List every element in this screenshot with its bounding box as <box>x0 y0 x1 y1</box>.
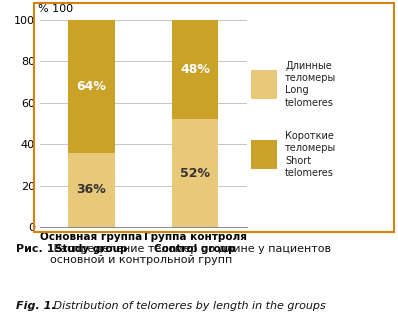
Bar <box>251 140 277 169</box>
Bar <box>172 20 218 120</box>
Text: % 100: % 100 <box>38 4 73 14</box>
Bar <box>68 20 115 153</box>
Bar <box>251 70 277 99</box>
Text: 52%: 52% <box>180 167 210 180</box>
Text: Распределение теломер по длине у пациентов
основной и контрольной групп: Распределение теломер по длине у пациент… <box>50 244 331 266</box>
Text: Рис. 1.: Рис. 1. <box>16 244 59 254</box>
Text: Fig. 1.: Fig. 1. <box>16 301 56 311</box>
Bar <box>68 153 115 227</box>
Text: 64%: 64% <box>76 80 107 93</box>
Text: 48%: 48% <box>180 63 210 76</box>
Text: Distribution of telomeres by length in the groups: Distribution of telomeres by length in t… <box>50 301 326 311</box>
Text: 36%: 36% <box>77 183 106 196</box>
Bar <box>172 120 218 227</box>
Text: Длинные
теломеры
Long
telomeres: Длинные теломеры Long telomeres <box>285 60 336 108</box>
Text: Короткие
теломеры
Short
telomeres: Короткие теломеры Short telomeres <box>285 131 336 178</box>
